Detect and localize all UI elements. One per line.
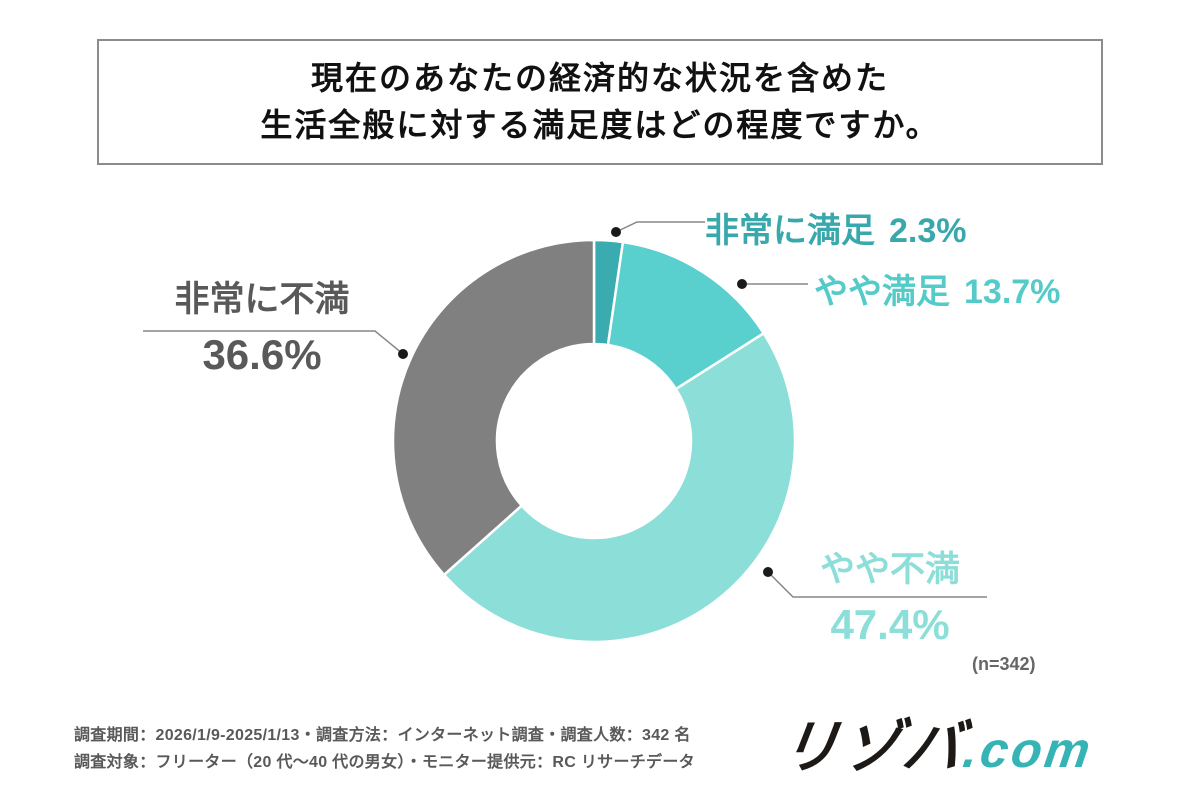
leader-dots <box>398 227 773 577</box>
label-very-dissatisfied-value: 36.6% <box>202 331 322 378</box>
leader-line-very-satisfied <box>615 221 705 233</box>
survey-notes: 調査期間：2026/1/9-2025/1/13・調査方法：インターネット調査・調… <box>74 722 695 776</box>
label-very-satisfied: 非常に満足 2.3% <box>705 203 967 252</box>
label-somewhat-satisfied-value: 13.7% <box>964 273 1061 311</box>
survey-notes-line1: 調査期間：2026/1/9-2025/1/13・調査方法：インターネット調査・調… <box>74 727 691 744</box>
leader-line-somewhat-dissatisfied <box>767 571 987 598</box>
rizoba-logo-name: リゾバ <box>776 715 969 780</box>
rizoba-logo-tld: .com <box>959 722 1097 778</box>
dot-very-satisfied <box>611 227 621 237</box>
survey-notes-line2: 調査対象：フリーター（20 代〜40 代の男女）・モニター提供元：RC リサーチ… <box>74 754 695 771</box>
donut-slice-3 <box>391 238 596 577</box>
label-very-satisfied-text: 非常に満足 <box>705 212 875 250</box>
label-very-dissatisfied: 非常に不満 36.6% <box>132 281 392 379</box>
dot-very-dissatisfied <box>398 349 408 359</box>
sample-size: (n=342) <box>972 654 1036 674</box>
label-somewhat-satisfied-text: やや満足 <box>814 273 950 311</box>
donut-slices <box>391 238 797 644</box>
leader-line-very-dissatisfied <box>143 330 404 355</box>
question-title-line1: 現在のあなたの経済的な状況を含めた <box>310 60 889 96</box>
donut-slice-2 <box>442 332 797 644</box>
label-somewhat-satisfied: やや満足 13.7% <box>814 264 1060 313</box>
question-title-line2: 生活全般に対する満足度はどの程度ですか。 <box>260 107 940 143</box>
dot-somewhat-satisfied <box>737 279 747 289</box>
question-title-box: 現在のあなたの経済的な状況を含めた 生活全般に対する満足度はどの程度ですか。 <box>97 39 1103 165</box>
label-very-dissatisfied-text: 非常に不満 <box>174 280 350 319</box>
label-very-satisfied-value: 2.3% <box>889 212 967 250</box>
rizoba-logo: リゾバ.com <box>776 700 1100 784</box>
label-somewhat-dissatisfied-value: 47.4% <box>830 601 950 648</box>
leader-lines <box>143 221 987 598</box>
dot-somewhat-dissatisfied <box>763 567 773 577</box>
label-somewhat-dissatisfied-text: やや不満 <box>819 550 960 589</box>
label-somewhat-dissatisfied: やや不満 47.4% <box>780 551 1000 649</box>
